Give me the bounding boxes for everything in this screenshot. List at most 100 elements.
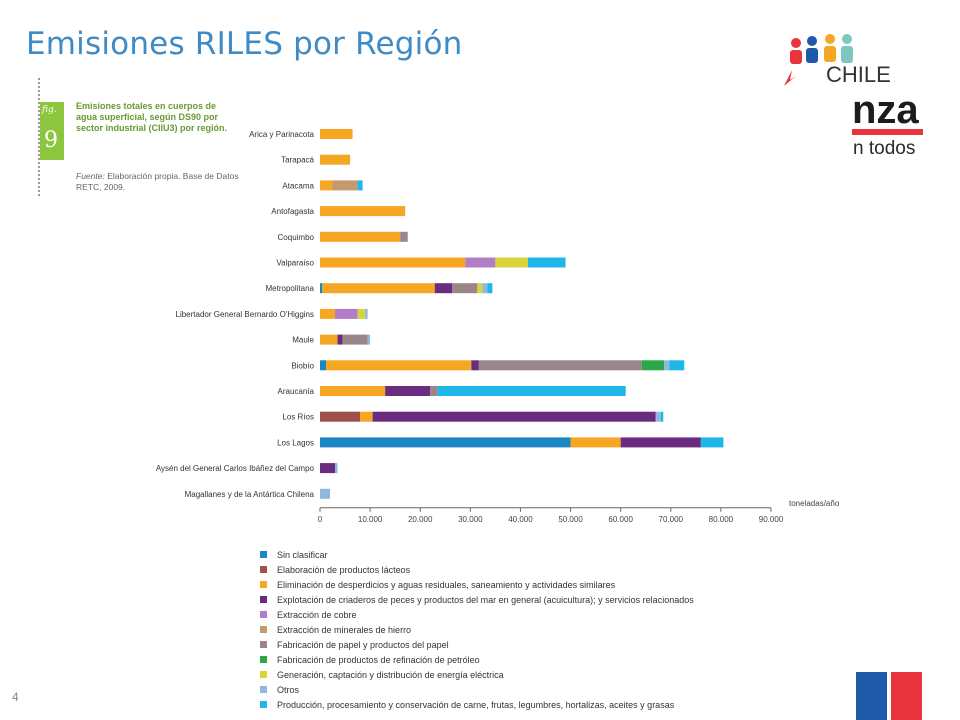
category-label: Valparaíso xyxy=(276,259,314,268)
legend-item: Producción, procesamiento y conservación… xyxy=(260,698,694,713)
bar-segment xyxy=(320,334,338,345)
bar-segment xyxy=(669,360,685,371)
legend-label: Fabricación de productos de refinación d… xyxy=(277,655,480,665)
legend-item: Extracción de minerales de hierro xyxy=(260,623,694,638)
category-label: Arica y Parinacota xyxy=(249,130,314,139)
figure-source: Fuente: Elaboración propia. Base de Dato… xyxy=(76,171,246,193)
legend-swatch xyxy=(260,686,267,694)
bar-segment xyxy=(385,386,431,396)
legend-label: Eliminación de desperdicios y aguas resi… xyxy=(277,580,616,590)
legend-swatch xyxy=(260,671,267,679)
category-label: Araucanía xyxy=(278,387,315,396)
bar-segment xyxy=(471,360,479,371)
flag-blue-stripe xyxy=(856,672,887,720)
category-label: Atacama xyxy=(282,181,314,190)
figure-badge-number: 9 xyxy=(44,128,58,153)
figure-badge: fig. 9 xyxy=(40,102,64,160)
bar-segment xyxy=(495,257,528,268)
bar-segment xyxy=(478,360,642,371)
legend-swatch xyxy=(260,611,267,619)
legend-label: Explotación de criaderos de peces y prod… xyxy=(277,595,694,605)
bar-segment xyxy=(357,308,366,319)
bar-segment xyxy=(320,206,406,217)
x-tick-label: 10.000 xyxy=(358,515,383,524)
x-tick-label: 30.000 xyxy=(458,515,483,524)
bar-segment xyxy=(320,437,571,448)
category-label: Metropolitana xyxy=(266,284,315,293)
bar-segment xyxy=(360,411,373,422)
bar-segment xyxy=(430,386,438,396)
bar-segment xyxy=(365,308,368,319)
legend-swatch xyxy=(260,626,267,634)
chile-flag-icon xyxy=(856,672,922,720)
figure-badge-label: fig. xyxy=(42,105,57,115)
bar-segment xyxy=(664,360,670,371)
slide-title: Emisiones RILES por Región xyxy=(26,26,463,62)
x-tick-label: 70.000 xyxy=(659,515,684,524)
bar-segment xyxy=(335,463,338,474)
x-tick-label: 40.000 xyxy=(508,515,533,524)
legend-swatch xyxy=(260,596,267,604)
bar-segment xyxy=(320,231,401,242)
legend-item: Elaboración de productos lácteos xyxy=(260,563,694,578)
legend-swatch xyxy=(260,701,267,709)
legend-item: Explotación de criaderos de peces y prod… xyxy=(260,593,694,608)
bar-segment xyxy=(655,411,661,422)
bar-segment xyxy=(465,257,496,268)
legend-item: Fabricación de productos de refinación d… xyxy=(260,653,694,668)
bar-segment xyxy=(452,283,478,294)
legend-item: Fabricación de papel y productos del pap… xyxy=(260,638,694,653)
bar-segment xyxy=(320,308,336,319)
legend-item: Otros xyxy=(260,683,694,698)
category-label: Biobío xyxy=(291,361,314,370)
bar-segment xyxy=(320,411,361,422)
x-tick-label: 20.000 xyxy=(408,515,433,524)
category-label: Magallanes y de la Antártica Chilena xyxy=(185,490,315,499)
legend-item: Generación, captación y distribución de … xyxy=(260,668,694,683)
bar-segment xyxy=(320,386,386,396)
bar-segment xyxy=(320,360,327,371)
legend-label: Sin clasificar xyxy=(277,550,328,560)
flag-red-stripe xyxy=(891,672,922,720)
bar-segment xyxy=(400,231,408,242)
category-label: Libertador General Bernardo O'Higgins xyxy=(176,310,315,319)
children-logo-icon xyxy=(784,34,853,86)
category-label: Los Ríos xyxy=(282,413,314,422)
legend-label: Generación, captación y distribución de … xyxy=(277,670,504,680)
x-tick-label: 50.000 xyxy=(558,515,583,524)
bar-segment xyxy=(320,180,333,191)
chart-legend: Sin clasificar Elaboración de productos l… xyxy=(260,548,694,713)
x-unit-label: toneladas/año xyxy=(789,499,840,508)
bar-segment xyxy=(367,334,371,345)
logo-tagline: n todos xyxy=(853,138,916,159)
category-label: Tarapacá xyxy=(281,156,314,165)
category-label: Coquimbo xyxy=(278,233,315,242)
bar-segment xyxy=(527,257,566,268)
legend-label: Extracción de cobre xyxy=(277,610,357,620)
legend-item: Extracción de cobre xyxy=(260,608,694,623)
bar-segment xyxy=(335,308,358,319)
legend-swatch xyxy=(260,581,267,589)
bar-segment xyxy=(434,283,453,294)
figure-caption: Emisiones totales en cuerpos de agua sup… xyxy=(76,101,228,133)
bar-segment xyxy=(620,437,701,448)
bar-segment xyxy=(570,437,621,448)
bar-segment xyxy=(487,283,493,294)
legend-swatch xyxy=(260,641,267,649)
legend-label: Extracción de minerales de hierro xyxy=(277,625,412,635)
figure-source-label: Fuente: xyxy=(76,171,105,181)
category-label: Aysén del General Carlos Ibáñez del Camp… xyxy=(156,464,315,473)
bar-segment xyxy=(326,360,472,371)
category-label: Los Lagos xyxy=(277,438,314,447)
bar-segment xyxy=(337,334,343,345)
logo-chile-text: CHILE xyxy=(826,66,891,82)
bar-segment xyxy=(372,411,656,422)
bar-segment xyxy=(342,334,368,345)
bar-segment xyxy=(320,283,323,294)
logo-underline xyxy=(852,129,923,135)
bar-segment xyxy=(437,386,626,396)
legend-label: Fabricación de papel y productos del pap… xyxy=(277,640,449,650)
category-label: Antofagasta xyxy=(271,207,314,216)
legend-item: Sin clasificar xyxy=(260,548,694,563)
